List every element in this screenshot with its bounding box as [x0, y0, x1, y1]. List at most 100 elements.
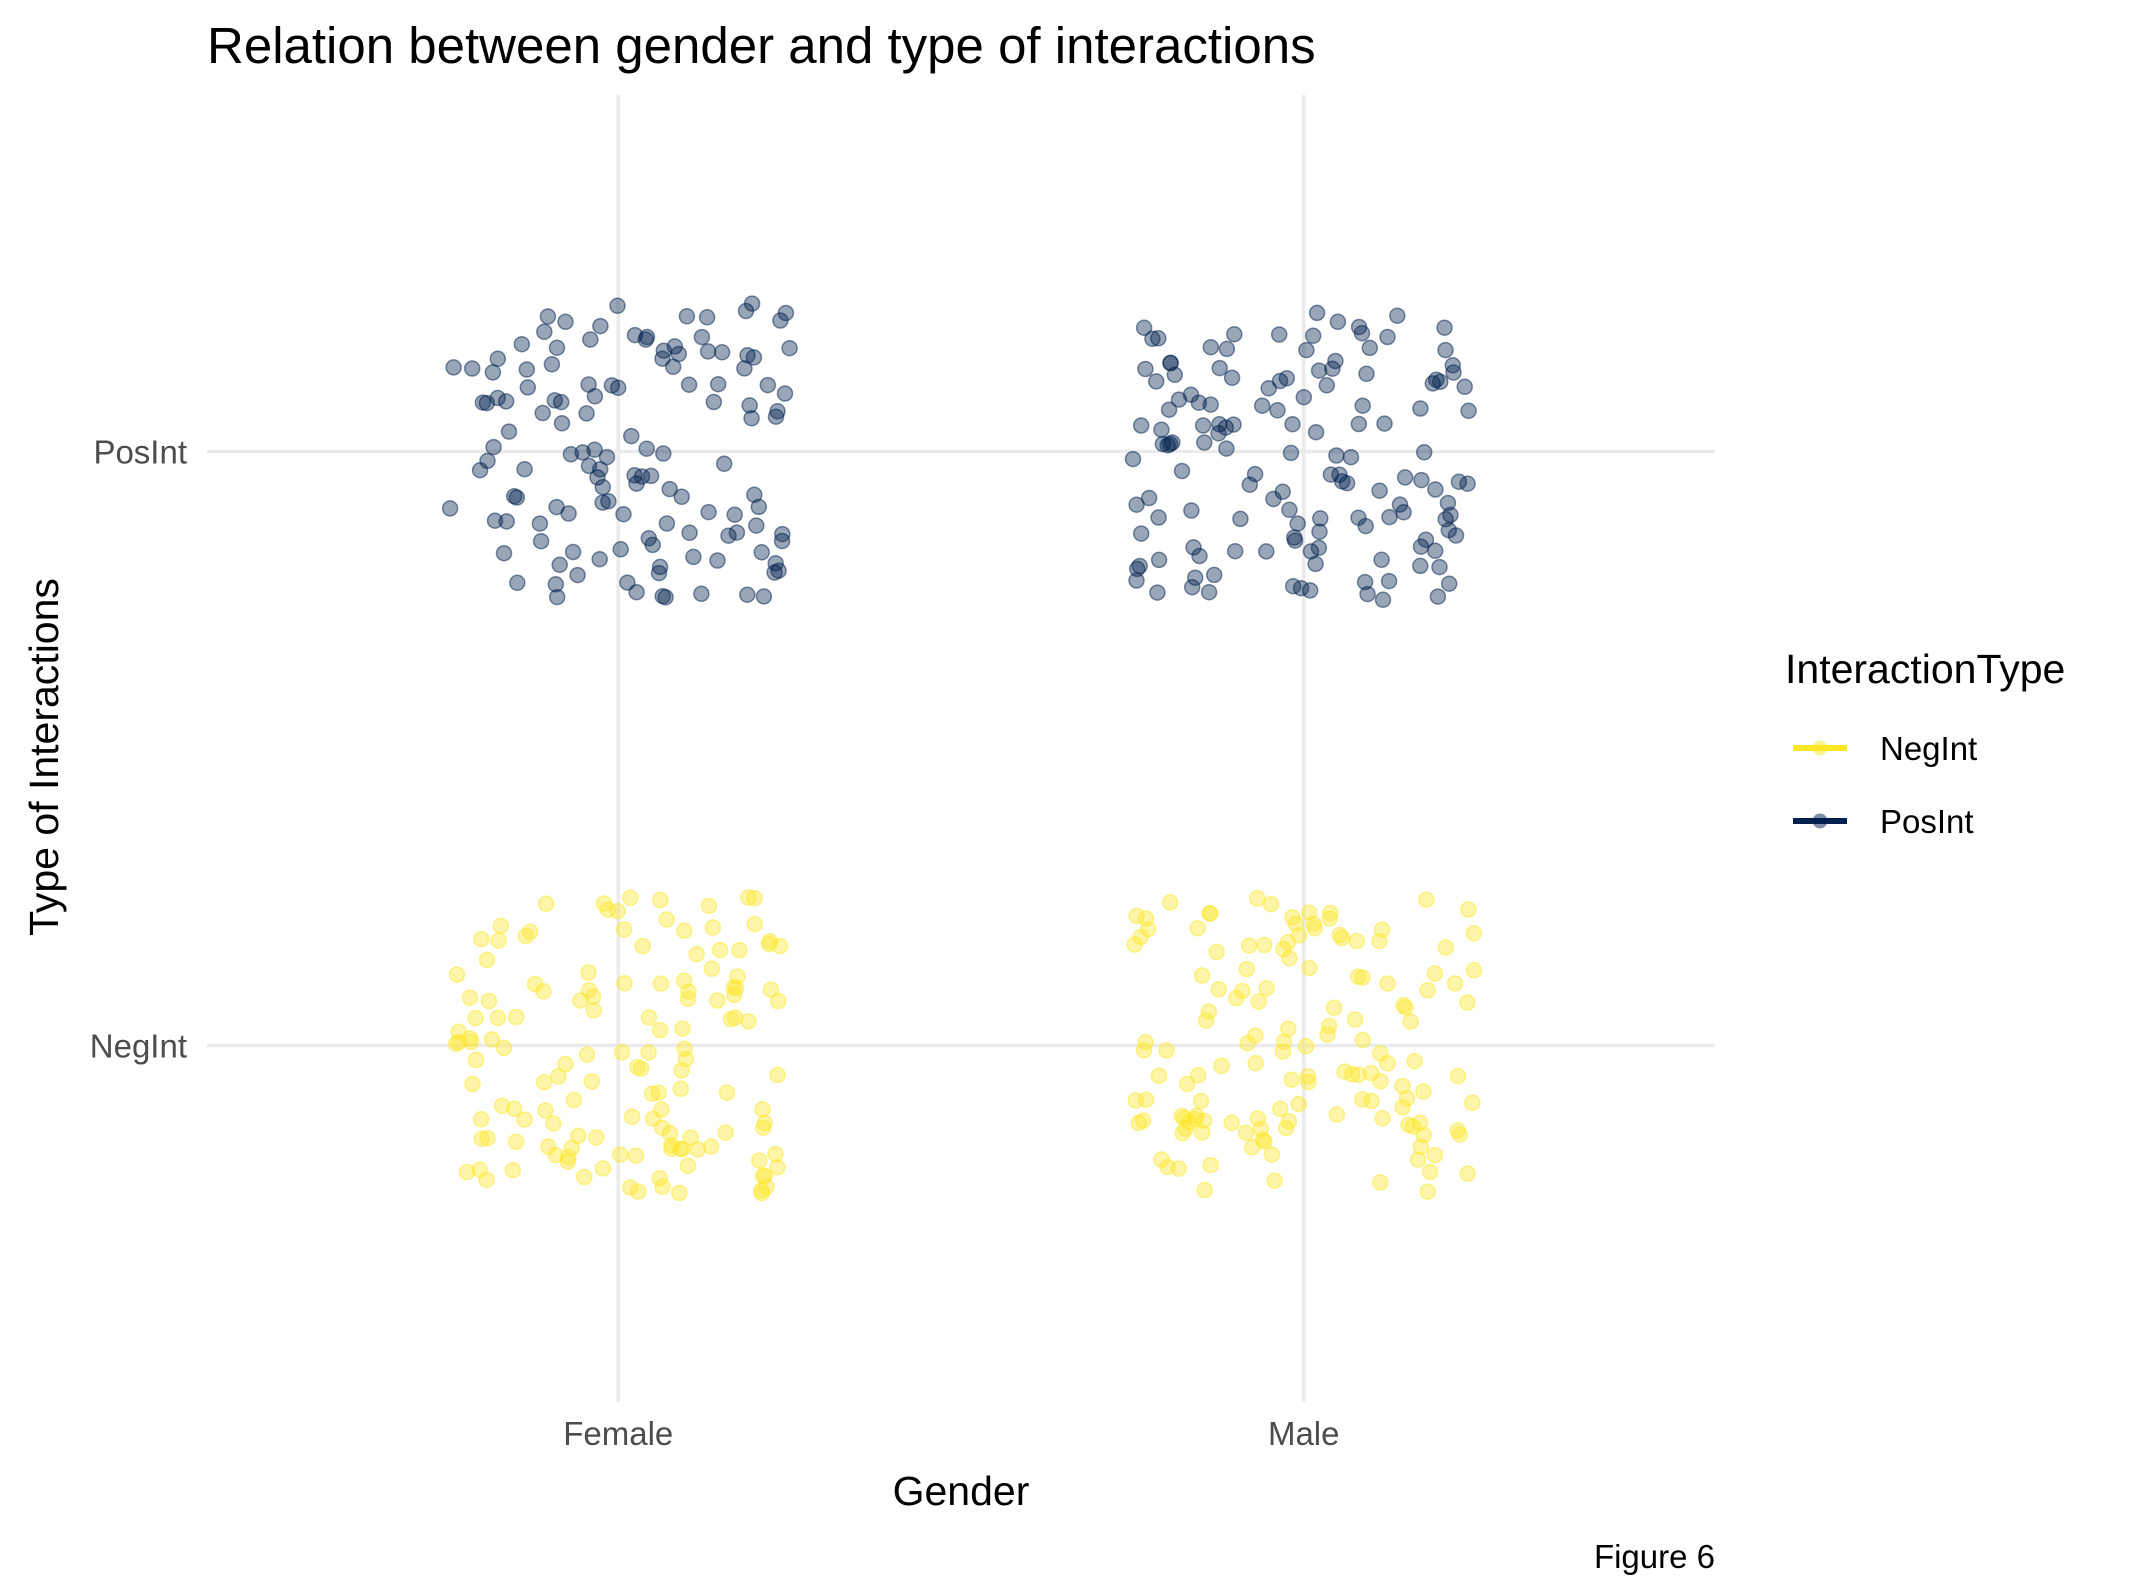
point-posint — [655, 445, 672, 462]
point-negint — [754, 1167, 772, 1185]
point-posint — [489, 350, 507, 368]
point-negint — [1134, 1112, 1152, 1129]
point-posint — [500, 423, 518, 440]
point-negint — [461, 989, 479, 1006]
point-negint — [1170, 1160, 1187, 1177]
point-posint — [651, 558, 669, 576]
point-negint — [1402, 1013, 1419, 1030]
point-negint — [1237, 1124, 1255, 1141]
point-posint — [497, 393, 515, 410]
point-negint — [447, 1035, 465, 1053]
point-negint — [1262, 895, 1280, 913]
point-posint — [623, 427, 640, 445]
point-posint — [1327, 352, 1344, 370]
point-posint — [726, 506, 743, 523]
point-negint — [629, 1058, 646, 1076]
point-posint — [1440, 575, 1458, 592]
point-negint — [613, 1044, 631, 1061]
point-posint — [661, 480, 678, 498]
point-negint — [717, 1124, 734, 1141]
point-posint — [681, 524, 698, 542]
point-posint — [1298, 341, 1315, 359]
point-negint — [458, 1163, 476, 1181]
point-posint — [1447, 527, 1465, 544]
point-negint — [769, 992, 787, 1010]
point-negint — [1464, 1094, 1481, 1111]
point-posint — [560, 505, 577, 522]
point-posint — [1361, 339, 1379, 357]
point-posint — [1307, 555, 1324, 573]
point-posint — [598, 448, 616, 466]
point-posint — [1391, 496, 1409, 513]
point-posint — [1149, 584, 1166, 601]
point-posint — [1124, 450, 1142, 468]
point-negint — [1247, 1054, 1264, 1072]
point-posint — [546, 392, 564, 409]
point-negint — [702, 1138, 720, 1155]
point-negint — [689, 1141, 706, 1158]
point-negint — [1192, 1092, 1210, 1110]
point-posint — [1150, 330, 1167, 347]
point-negint — [1460, 901, 1477, 918]
point-negint — [1153, 1151, 1170, 1168]
point-posint — [600, 493, 617, 510]
point-negint — [651, 1021, 669, 1039]
point-negint — [1223, 1114, 1240, 1132]
point-posint — [557, 313, 574, 331]
point-negint — [1193, 1124, 1211, 1141]
point-posint — [743, 410, 760, 427]
point-posint — [680, 376, 698, 393]
point-posint — [513, 335, 531, 353]
point-negint — [483, 1031, 501, 1048]
point-negint — [676, 922, 693, 940]
point-posint — [1210, 425, 1227, 442]
point-posint — [1270, 326, 1288, 343]
point-posint — [1223, 369, 1241, 387]
point-negint — [1128, 907, 1145, 925]
point-negint — [471, 1161, 488, 1178]
point-posint — [700, 503, 717, 521]
point-posint — [638, 440, 655, 457]
point-posint — [591, 550, 608, 568]
point-negint — [516, 1111, 533, 1128]
point-posint — [750, 498, 768, 516]
point-posint — [1460, 402, 1477, 420]
point-negint — [540, 1138, 557, 1155]
point-posint — [479, 452, 496, 470]
point-negint — [450, 1023, 467, 1040]
point-posint — [720, 527, 737, 544]
y-axis-tick-labels: NegInt PosInt — [90, 433, 187, 1064]
point-posint — [774, 525, 791, 543]
point-negint — [643, 1085, 661, 1102]
point-negint — [489, 1009, 507, 1027]
point-negint — [1374, 1110, 1391, 1127]
point-posint — [548, 588, 566, 606]
point-negint — [729, 968, 746, 985]
point-negint — [771, 937, 789, 955]
point-posint — [693, 328, 711, 346]
point-negint — [652, 975, 670, 992]
point-posint — [1284, 577, 1302, 595]
point-posint — [1265, 490, 1282, 508]
point-posint — [1128, 496, 1145, 513]
point-negint — [718, 1084, 736, 1101]
point-posint — [586, 441, 603, 458]
point-posint — [736, 360, 753, 377]
chart-title: Relation between gender and type of inte… — [207, 17, 1316, 74]
point-posint — [1150, 551, 1168, 569]
point-negint — [612, 1146, 629, 1163]
legend-label: NegInt — [1880, 730, 1977, 767]
point-posint — [739, 586, 756, 603]
point-negint — [1426, 1146, 1444, 1164]
point-negint — [1363, 1092, 1380, 1110]
point-negint — [1449, 1067, 1467, 1085]
point-posint — [1318, 377, 1336, 394]
point-posint — [1131, 557, 1148, 575]
point-negint — [1188, 1107, 1205, 1125]
point-posint — [1342, 448, 1360, 466]
point-negint — [674, 1020, 691, 1037]
point-negint — [658, 911, 675, 928]
point-negint — [1300, 1073, 1317, 1091]
legend-key-point — [1812, 740, 1828, 756]
point-negint — [1227, 989, 1245, 1007]
